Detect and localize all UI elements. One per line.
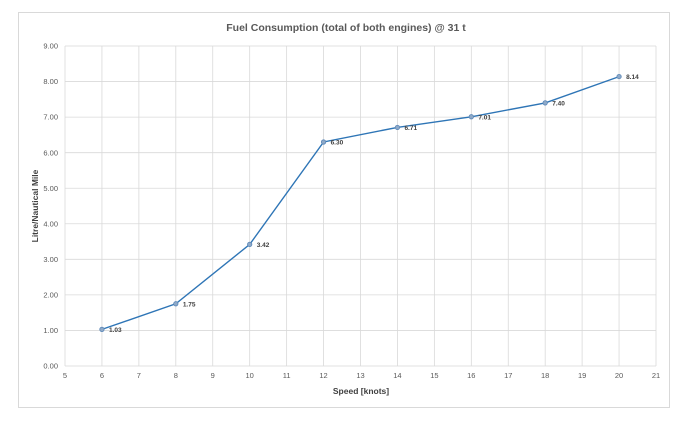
series xyxy=(99,73,622,332)
data-labels: 1.03 1.75 3.42 6.30 6.71 7.01 7.40 8.14 xyxy=(109,74,639,334)
data-point xyxy=(320,139,327,145)
x-tick-label: 17 xyxy=(504,371,512,380)
data-label: 8.14 xyxy=(626,74,639,81)
x-tick-label: 18 xyxy=(541,371,549,380)
data-label: 7.40 xyxy=(552,100,565,107)
y-axis-title: Litre/Nautical Mile xyxy=(30,169,40,242)
y-tick-label: 3.00 xyxy=(43,255,58,264)
x-tick-label: 6 xyxy=(100,371,104,380)
y-tick-label: 8.00 xyxy=(43,77,58,86)
x-tick-label: 14 xyxy=(393,371,401,380)
y-tick-label: 5.00 xyxy=(43,184,58,193)
data-point xyxy=(247,241,253,247)
y-tick-label: 4.00 xyxy=(43,219,58,228)
y-tick-label: 1.00 xyxy=(43,326,58,335)
data-label: 1.03 xyxy=(109,327,122,334)
data-point xyxy=(616,73,622,80)
data-label: 1.75 xyxy=(183,301,196,308)
chart-area xyxy=(18,12,670,408)
x-tick-label: 15 xyxy=(430,371,438,380)
chart-title: Fuel Consumption (total of both engines)… xyxy=(226,22,466,34)
x-axis-title: Speed [knots] xyxy=(333,386,389,396)
data-label: 3.42 xyxy=(257,242,270,249)
x-tick-label: 20 xyxy=(615,371,623,380)
series-line xyxy=(101,75,620,331)
x-tick-label: 9 xyxy=(211,371,215,380)
data-point xyxy=(542,100,548,106)
x-tick-label: 12 xyxy=(319,371,327,380)
data-point xyxy=(173,301,179,307)
x-tick-label: 10 xyxy=(246,371,254,380)
y-tick-label: 0.00 xyxy=(43,362,58,371)
x-tick-label: 16 xyxy=(467,371,475,380)
data-label: 7.01 xyxy=(478,114,491,121)
x-tick-label: 19 xyxy=(578,371,586,380)
x-tick-label: 11 xyxy=(283,371,291,380)
data-point xyxy=(394,124,401,131)
data-point xyxy=(468,114,474,120)
x-tick-label: 8 xyxy=(174,371,178,380)
y-tick-label: 2.00 xyxy=(43,290,58,299)
gridlines xyxy=(64,45,657,367)
x-tick-label: 13 xyxy=(356,371,364,380)
y-tick-label: 9.00 xyxy=(43,42,58,51)
data-point xyxy=(99,326,105,332)
x-tick-label: 5 xyxy=(63,371,67,380)
data-label: 6.71 xyxy=(404,125,417,132)
y-tick-label: 6.00 xyxy=(43,148,58,157)
y-tick-label: 7.00 xyxy=(43,113,58,122)
data-label: 6.30 xyxy=(331,140,344,147)
x-tick-label: 21 xyxy=(652,371,660,380)
tick-labels: 5 6 7 8 9 10 11 12 13 14 15 16 17 18 19 20 21 0.00 1.00 2.0… xyxy=(43,42,660,380)
x-tick-label: 7 xyxy=(137,371,141,380)
